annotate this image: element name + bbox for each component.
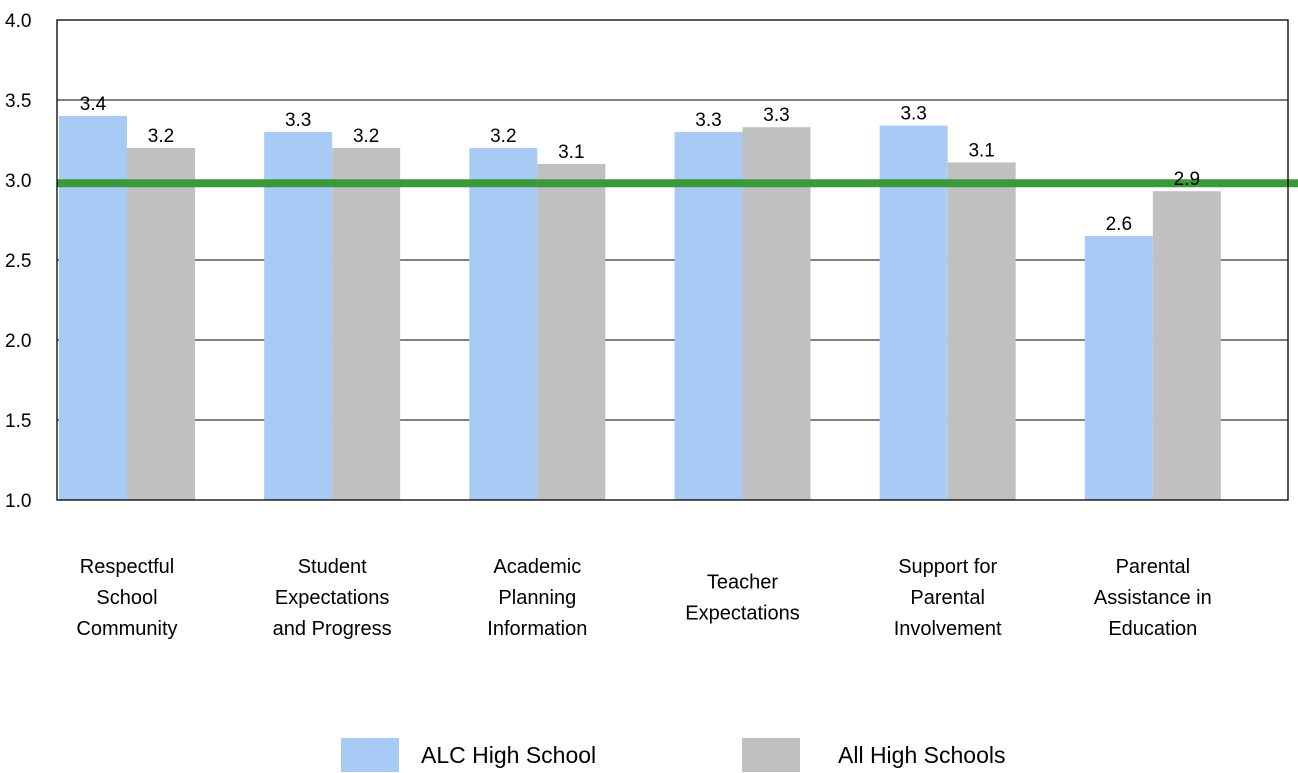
legend-item-all: All High Schools <box>742 738 1005 772</box>
category-labels: Respectful School Community Student Expectat… <box>76 556 1211 640</box>
category-label-line: Teacher <box>707 572 778 594</box>
category-label-line: Parental <box>1116 556 1191 578</box>
y-axis: 1.0 1.5 2.0 2.5 3.0 3.5 4.0 <box>5 11 31 512</box>
data-label: 2.9 <box>1174 169 1200 190</box>
data-label: 3.3 <box>285 110 311 131</box>
category-label-line: Assistance in <box>1094 587 1212 609</box>
category-label: Teacher Expectations <box>685 572 800 625</box>
y-tick-label: 2.5 <box>5 251 31 272</box>
legend-label-alc: ALC High School <box>421 741 597 768</box>
data-label: 3.3 <box>763 105 789 126</box>
legend-swatch-alc <box>341 738 399 772</box>
bar-alc-high-school <box>59 116 127 500</box>
data-label: 2.6 <box>1106 214 1132 235</box>
category-label: Student Expectations and Progress <box>273 556 392 640</box>
category-label-line: Planning <box>498 587 576 609</box>
legend-item-alc: ALC High School <box>341 738 596 772</box>
bar-all-high-schools <box>127 148 195 500</box>
category-label-line: Expectations <box>275 587 390 609</box>
y-tick-label: 1.5 <box>5 411 31 432</box>
category-label-line: Support for <box>898 556 997 578</box>
legend-label-all: All High Schools <box>838 741 1006 768</box>
category-label: Academic Planning Information <box>487 556 587 640</box>
data-label: 3.1 <box>968 140 994 161</box>
bar-alc-high-school <box>674 132 743 500</box>
bar-alc-high-school <box>1084 236 1153 500</box>
category-label-line: and Progress <box>273 618 392 640</box>
data-label: 3.4 <box>80 94 107 115</box>
y-tick-label: 3.0 <box>5 171 31 192</box>
bar-all-high-schools <box>742 127 811 500</box>
category-label: Support for Parental Involvement <box>894 556 1002 640</box>
data-labels: 3.4 3.2 3.3 3.2 3.2 3.1 3.3 3.3 3.3 3.1 2.6 2.9 <box>80 94 1200 235</box>
category-label: Parental Assistance in Education <box>1094 556 1212 640</box>
category-label: Respectful School Community <box>76 556 177 640</box>
data-label: 3.3 <box>900 104 926 125</box>
category-label-line: Parental <box>910 587 985 609</box>
legend-swatch-all <box>742 738 800 772</box>
data-label: 3.2 <box>353 126 379 147</box>
category-label-line: Expectations <box>685 603 800 625</box>
category-label-line: Involvement <box>894 618 1002 640</box>
data-label: 3.2 <box>490 126 516 147</box>
category-label-line: Academic <box>493 556 581 578</box>
category-label-line: Information <box>487 618 587 640</box>
data-label: 3.3 <box>695 110 721 131</box>
bar-all-high-schools <box>332 148 401 500</box>
data-label: 3.1 <box>558 142 584 163</box>
plot-frame <box>56 19 1289 501</box>
category-label-line: Education <box>1108 618 1197 640</box>
bar-alc-high-school <box>469 148 538 500</box>
y-tick-label: 1.0 <box>5 491 31 512</box>
bar-all-high-schools <box>537 164 606 500</box>
bar-alc-high-school <box>264 132 333 500</box>
category-label-line: School <box>96 587 157 609</box>
data-label: 3.2 <box>148 126 174 147</box>
bars <box>59 116 1221 500</box>
y-tick-label: 3.5 <box>5 91 31 112</box>
bar-all-high-schools <box>1152 191 1221 500</box>
bar-alc-high-school <box>879 125 948 500</box>
bar-all-high-schools <box>947 162 1016 500</box>
y-tick-label: 4.0 <box>5 11 31 32</box>
category-label-line: Community <box>76 618 177 640</box>
category-label-line: Respectful <box>80 556 175 578</box>
category-label-line: Student <box>298 556 367 578</box>
y-tick-label: 2.0 <box>5 331 31 352</box>
